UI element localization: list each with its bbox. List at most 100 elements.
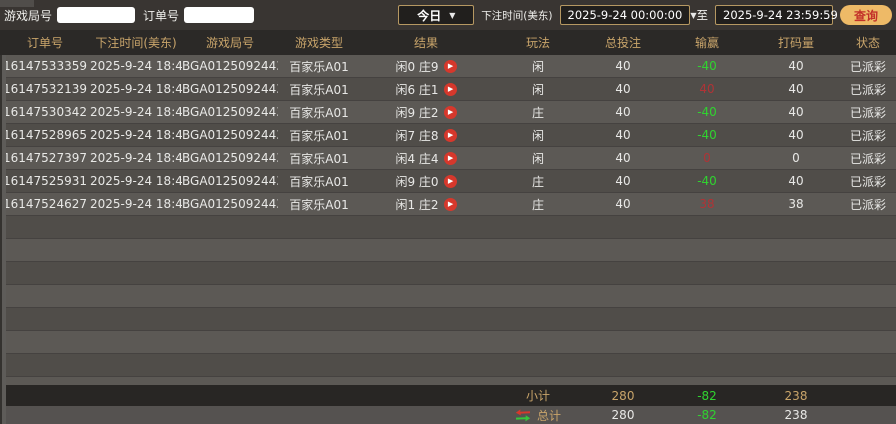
cell-order: 16147528965 [3, 128, 87, 142]
cell-total-bet: 40 [615, 105, 631, 119]
date-filter-group: 今日 ▼ 下注时间(美东) 2025-9-24 00:00:00 ▼ 至 202… [398, 5, 892, 25]
cell-total-bet: 40 [615, 128, 631, 142]
col-result: 结果 [413, 36, 438, 50]
result-text: 闲9 庄2 [395, 105, 439, 120]
cell-winloss: 0 [703, 151, 711, 165]
total-turnover: 238 [784, 408, 808, 422]
cell-status: 已派彩 [849, 82, 886, 97]
result-text: 闲1 庄2 [395, 197, 439, 212]
cell-order: 16147524627 [3, 197, 87, 211]
cell-turnover: 40 [788, 105, 804, 119]
game-round-input[interactable] [57, 7, 136, 23]
cell-turnover: 40 [788, 82, 804, 96]
subtotal-label: 小计 [525, 389, 550, 403]
cell-turnover: 40 [788, 174, 804, 188]
cell-play: 庄 [531, 174, 544, 189]
chevron-down-icon: ▼ [449, 10, 456, 20]
cell-result: 闲9 庄2 ▶ [360, 104, 492, 121]
cell-status: 已派彩 [849, 128, 886, 143]
bet-time-label: 下注时间(美东) [481, 9, 553, 22]
swap-icon [515, 408, 531, 422]
cell-winloss: -40 [697, 105, 717, 119]
cell-total-bet: 40 [615, 151, 631, 165]
cell-turnover: 40 [788, 128, 804, 142]
to-label: 至 [696, 8, 709, 22]
cell-game-round: BGA0125092443B [182, 105, 278, 119]
play-icon[interactable]: ▶ [443, 82, 457, 96]
cell-order: 16147530342 [3, 105, 87, 119]
table-row: 16147524627 2025-9-24 18:40 BGA012509244… [0, 193, 896, 216]
today-dropdown-value: 今日 [417, 8, 442, 23]
cell-game-round: BGA01250924437 [182, 197, 278, 211]
date-to-value: 2025-9-24 23:59:59 [723, 8, 838, 22]
col-game-round: 游戏局号 [205, 36, 254, 50]
cell-game-round: BGA0125092443C [182, 82, 278, 96]
cell-status: 已派彩 [849, 105, 886, 120]
cell-status: 已派彩 [849, 174, 886, 189]
date-from-dropdown[interactable]: 2025-9-24 00:00:00 ▼ [559, 5, 696, 25]
date-from-value: 2025-9-24 00:00:00 [567, 8, 683, 22]
cell-game-type: 百家乐A01 [289, 59, 349, 74]
cell-game-round: BGA01250924439 [182, 151, 278, 165]
result-text: 闲0 庄9 [395, 59, 439, 74]
query-button[interactable]: 查询 [840, 5, 892, 25]
order-no-input[interactable] [184, 7, 255, 23]
game-round-label: 游戏局号 [4, 8, 53, 23]
total-row: 总计 280 -82 238 [0, 406, 896, 424]
date-to-dropdown[interactable]: 2025-9-24 23:59:59 ▼ [715, 5, 852, 25]
cell-order: 16147532139 [3, 82, 87, 96]
play-icon[interactable]: ▶ [443, 59, 457, 73]
left-edge-gutter [0, 55, 6, 424]
cell-result: 闲9 庄0 ▶ [360, 173, 492, 190]
subtotal-row: 小计 280 -82 238 [0, 385, 896, 406]
cell-game-round: BGA0125092443A [182, 128, 278, 142]
chevron-down-icon: ▼ [690, 10, 697, 20]
play-icon[interactable]: ▶ [443, 151, 457, 165]
table-row: 16147528965 2025-9-24 18:43 BGA012509244… [0, 124, 896, 147]
play-icon[interactable]: ▶ [443, 105, 457, 119]
col-play: 玩法 [525, 36, 550, 50]
play-icon[interactable]: ▶ [443, 197, 457, 211]
cell-order: 16147533359 [3, 59, 87, 73]
cell-turnover: 0 [792, 151, 800, 165]
order-no-label: 订单号 [143, 8, 180, 23]
cell-bet-time: 2025-9-24 18:44 [90, 105, 182, 119]
cell-result: 闲6 庄1 ▶ [360, 81, 492, 98]
result-text: 闲6 庄1 [395, 82, 439, 97]
cell-winloss: -40 [697, 59, 717, 73]
cell-game-type: 百家乐A01 [289, 174, 349, 189]
cell-play: 庄 [531, 197, 544, 212]
cell-order: 16147527397 [3, 151, 87, 165]
cell-play: 庄 [531, 105, 544, 120]
cell-play: 闲 [531, 59, 544, 74]
play-icon[interactable]: ▶ [443, 128, 457, 142]
result-text: 闲4 庄4 [395, 151, 439, 166]
total-winloss: -82 [697, 408, 717, 422]
corner-decoration [0, 0, 34, 7]
col-winloss: 输赢 [694, 36, 719, 50]
play-icon[interactable]: ▶ [443, 174, 457, 188]
cell-play: 闲 [531, 82, 544, 97]
table-header: 订单号 下注时间(美东) 游戏局号 游戏类型 结果 玩法 总投注 输赢 打码量 … [0, 30, 896, 55]
col-total-bet: 总投注 [604, 36, 641, 50]
cell-result: 闲4 庄4 ▶ [360, 150, 492, 167]
col-status: 状态 [855, 36, 880, 50]
total-bet: 280 [611, 408, 635, 422]
cell-winloss: -40 [697, 174, 717, 188]
cell-winloss: -40 [697, 128, 717, 142]
cell-bet-time: 2025-9-24 18:45 [90, 82, 182, 96]
cell-turnover: 40 [788, 59, 804, 73]
today-dropdown[interactable]: 今日 ▼ [398, 5, 475, 25]
cell-total-bet: 40 [615, 82, 631, 96]
cell-bet-time: 2025-9-24 18:40 [90, 197, 182, 211]
cell-bet-time: 2025-9-24 18:46 [90, 59, 182, 73]
subtotal-turnover: 238 [784, 388, 808, 403]
cell-order: 16147525931 [3, 174, 87, 188]
total-label: 总计 [536, 408, 561, 423]
cell-game-type: 百家乐A01 [289, 82, 349, 97]
subtotal-bet: 280 [611, 388, 635, 403]
cell-total-bet: 40 [615, 174, 631, 188]
cell-play: 闲 [531, 128, 544, 143]
cell-winloss: 38 [699, 197, 715, 211]
